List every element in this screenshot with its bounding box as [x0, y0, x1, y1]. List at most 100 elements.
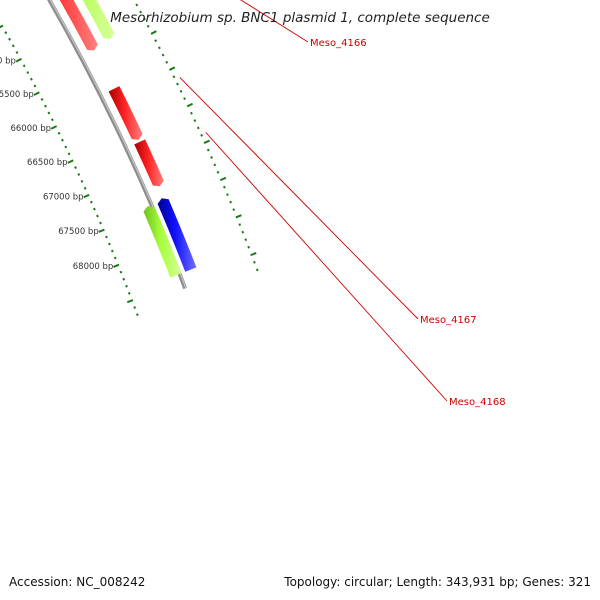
major-tick — [50, 125, 58, 130]
tick-labels: 63564000 bp64500 bp65000 bp65500 bp66000… — [0, 57, 113, 273]
minor-tick — [119, 270, 123, 274]
major-tick — [186, 102, 193, 108]
minor-tick — [26, 71, 30, 74]
minor-tick — [108, 242, 111, 246]
major-tick — [83, 193, 90, 199]
minor-tick — [113, 256, 117, 260]
minor-tick — [179, 89, 183, 93]
minor-tick — [206, 148, 210, 152]
minor-tick — [165, 60, 169, 64]
major-tick — [235, 214, 242, 219]
minor-tick — [139, 10, 142, 14]
tick-label: 67500 bp — [58, 227, 99, 237]
minor-tick — [22, 64, 26, 68]
major-tick — [113, 263, 120, 268]
minor-tick — [89, 200, 93, 204]
gene-features — [59, 0, 197, 278]
accession-text: Accession: NC_008242 — [9, 575, 146, 589]
minor-tick — [40, 97, 44, 101]
minor-tick — [99, 221, 102, 225]
topology-stats-text: Topology: circular; Length: 343,931 bp; … — [284, 575, 591, 589]
major-tick — [98, 228, 105, 233]
minor-tick — [210, 156, 213, 159]
minor-tick — [161, 53, 165, 57]
minor-tick — [11, 44, 15, 48]
minor-tick — [176, 82, 179, 86]
minor-tick — [8, 37, 11, 41]
gene-label: Meso_4167 — [420, 315, 477, 326]
minor-tick — [244, 238, 248, 242]
major-tick — [67, 159, 74, 164]
minor-tick — [247, 245, 250, 249]
major-tick — [0, 24, 4, 29]
tick-label: 65000 bp — [0, 57, 16, 67]
minor-tick — [216, 170, 220, 174]
minor-tick — [77, 173, 81, 176]
major-tick — [250, 252, 257, 257]
minor-tick — [241, 230, 245, 234]
minor-tick — [172, 75, 176, 79]
minor-tick — [83, 186, 87, 190]
minor-tick — [125, 284, 128, 288]
minor-tick — [61, 138, 64, 142]
minor-tick — [183, 97, 186, 101]
gene-green-1 — [82, 0, 115, 39]
minor-tick — [190, 111, 193, 115]
gene-blue-5 — [157, 198, 197, 272]
tick-label: 67000 bp — [43, 192, 84, 202]
minor-tick — [136, 313, 139, 317]
minor-tick — [57, 131, 61, 135]
minor-tick — [143, 17, 146, 21]
major-tick — [15, 57, 22, 63]
major-tick — [150, 30, 157, 35]
major-tick — [126, 299, 134, 304]
tick-label: 66000 bp — [10, 124, 51, 134]
minor-tick — [50, 118, 54, 122]
minor-tick — [80, 179, 84, 183]
gene-red-3 — [134, 139, 164, 187]
minor-tick — [135, 3, 139, 7]
minor-tick — [196, 126, 200, 130]
minor-tick — [105, 235, 108, 239]
minor-tick — [238, 223, 242, 227]
minor-tick — [226, 193, 229, 197]
minor-tick — [74, 166, 77, 170]
minor-tick — [232, 208, 236, 212]
inner-tick-ring — [0, 24, 139, 317]
minor-tick — [127, 291, 131, 295]
minor-tick — [4, 31, 8, 35]
gene-label-line — [205, 132, 448, 402]
gene-green_low-4 — [143, 206, 182, 278]
minor-tick — [157, 46, 161, 50]
minor-tick — [146, 24, 150, 28]
major-tick — [33, 91, 40, 96]
minor-tick — [133, 306, 136, 309]
tick-label: 66500 bp — [27, 158, 68, 168]
minor-tick — [47, 111, 51, 115]
minor-tick — [122, 277, 126, 281]
gene-label-line — [240, 0, 309, 43]
gene-red-2 — [108, 86, 143, 140]
minor-tick — [64, 145, 68, 149]
minor-tick — [33, 84, 37, 88]
gene-label: Meso_4168 — [449, 397, 506, 408]
gene-label: Meso_4166 — [310, 38, 367, 49]
gene-labels: Meso_4166 Meso_4167 Meso_4168 — [179, 0, 506, 408]
outer-tick-ring — [135, 3, 259, 272]
major-tick — [168, 66, 176, 71]
minor-tick — [29, 77, 33, 81]
minor-tick — [255, 268, 259, 272]
minor-tick — [110, 249, 114, 253]
minor-tick — [193, 119, 197, 123]
minor-tick — [93, 207, 96, 211]
minor-tick — [223, 185, 226, 189]
minor-tick — [200, 133, 203, 137]
gene-label-line — [179, 77, 419, 320]
major-tick — [203, 139, 210, 144]
gene-red-0 — [59, 0, 98, 51]
minor-tick — [213, 163, 217, 167]
minor-tick — [229, 200, 232, 204]
minor-tick — [15, 51, 19, 54]
minor-tick — [154, 39, 158, 43]
